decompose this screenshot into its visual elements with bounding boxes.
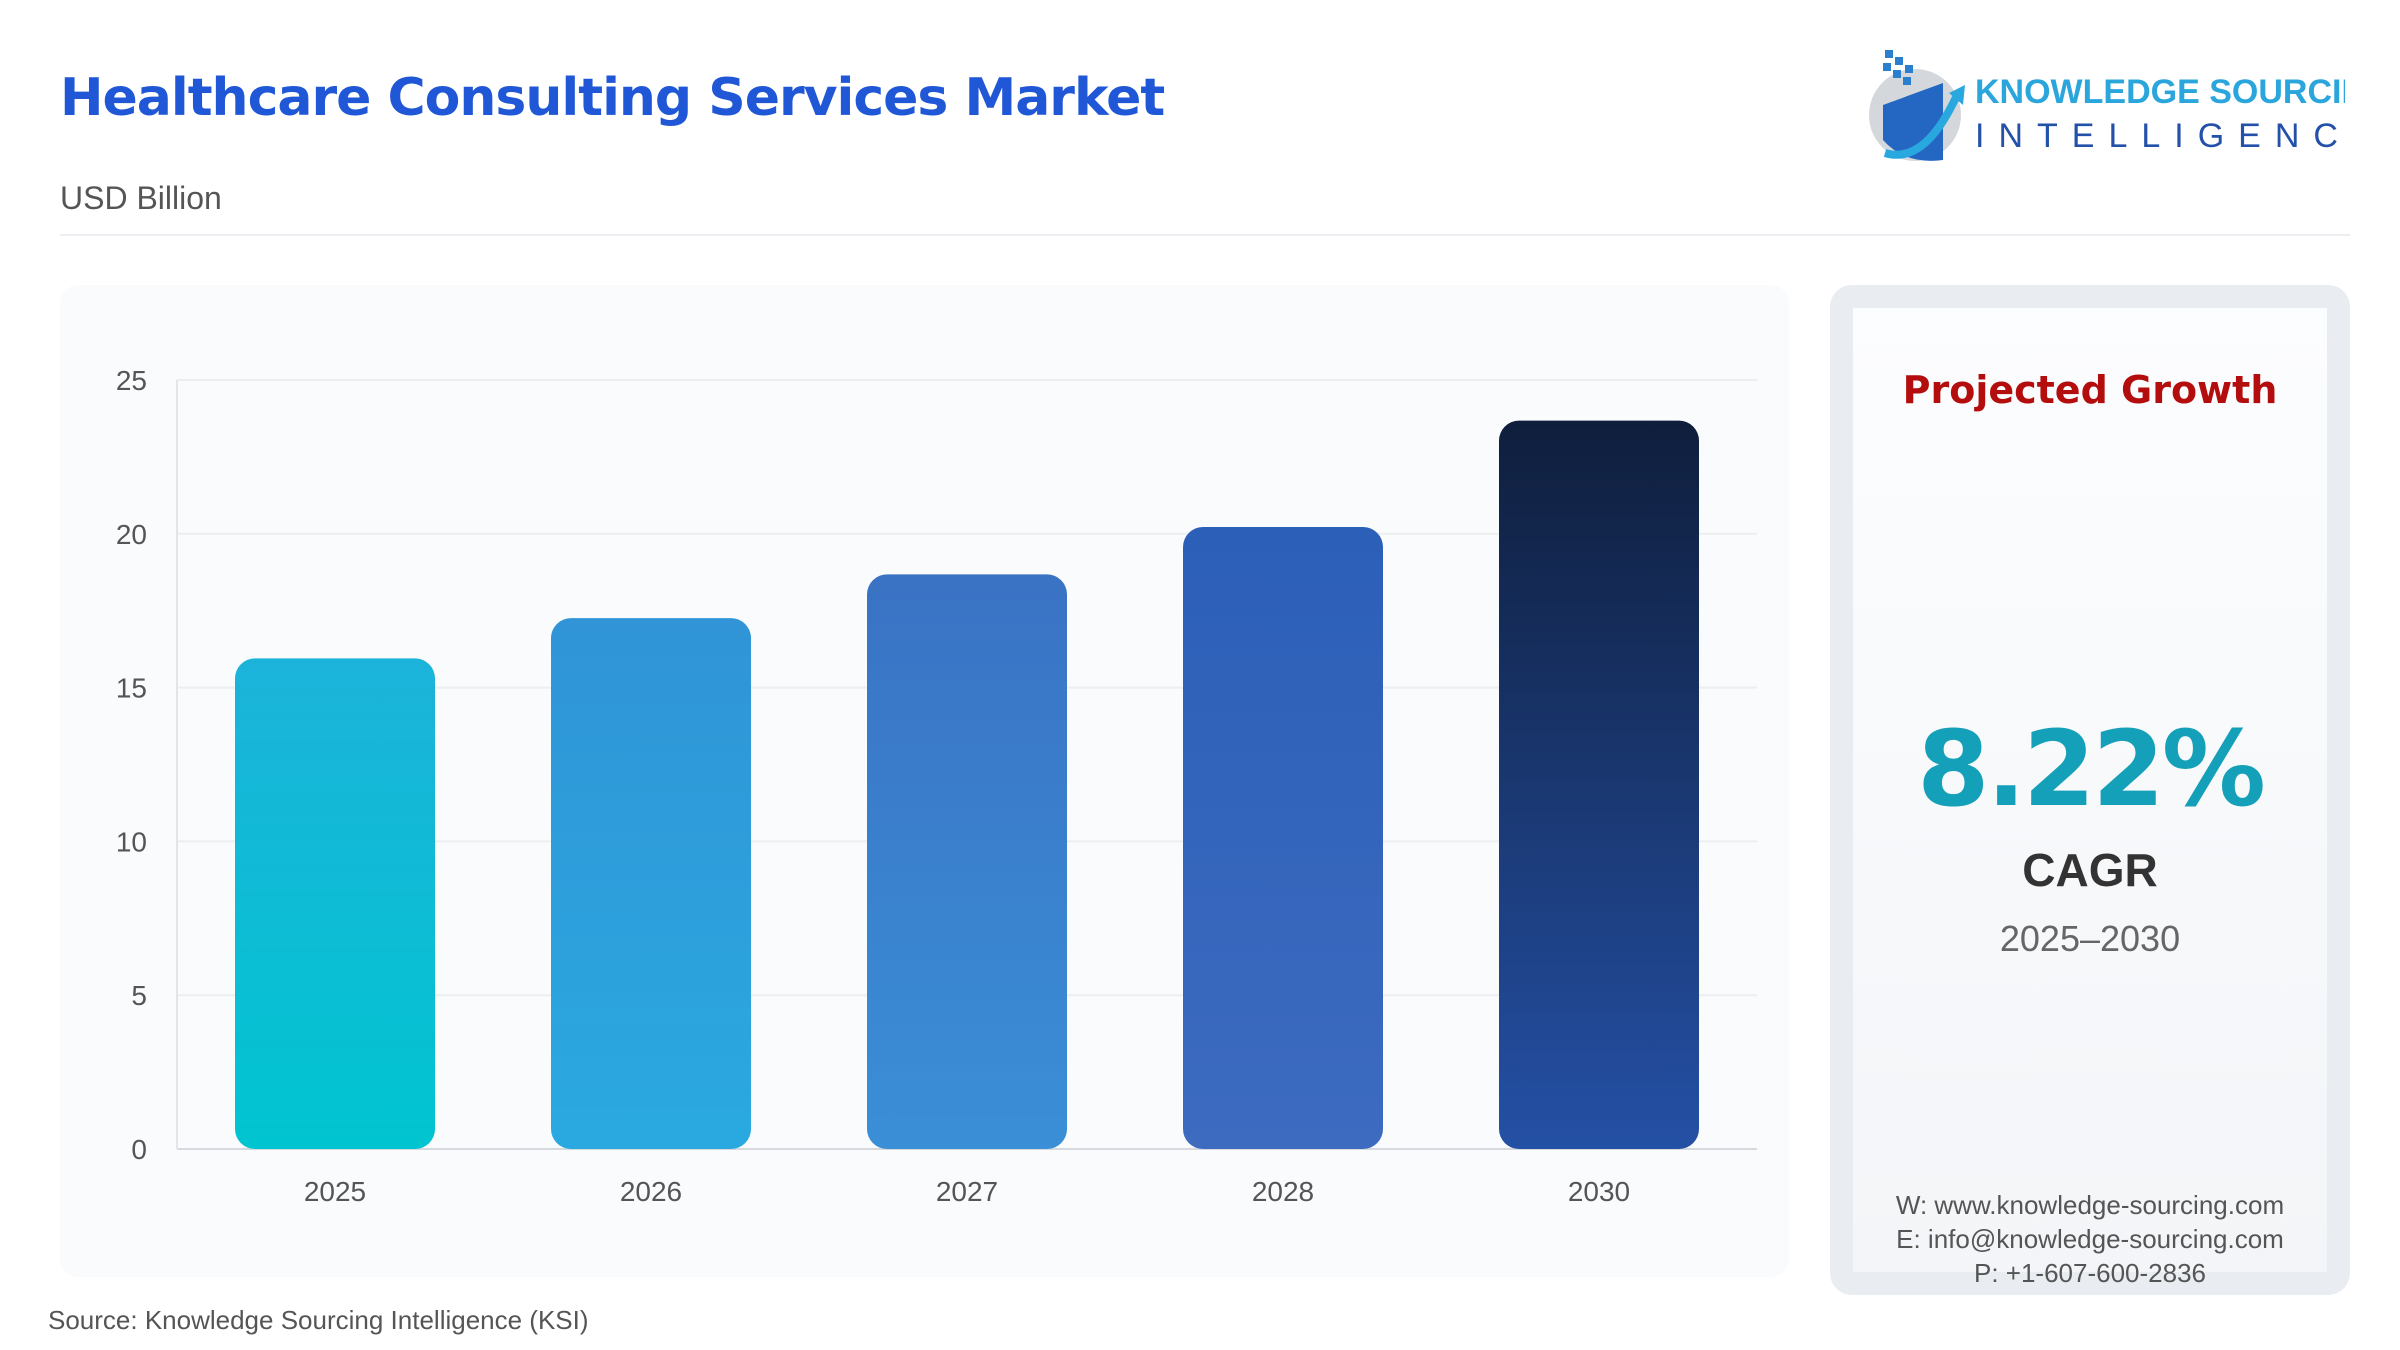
- source-note: Source: Knowledge Sourcing Intelligence …: [48, 1305, 589, 1335]
- y-tick-label: 10: [116, 826, 147, 857]
- chart-card: 0 5 10 15 20 25 2025 2026 2027 2028 2030: [60, 285, 1789, 1277]
- x-tick-label: 2028: [1252, 1176, 1314, 1207]
- y-tick-label: 15: [116, 673, 147, 704]
- logo-line1: KNOWLEDGE SOURCING: [1975, 73, 2345, 111]
- page-title: Healthcare Consulting Services Market: [60, 68, 1165, 128]
- unit-label: USD Billion: [60, 180, 222, 216]
- y-tick-label: 25: [116, 365, 147, 396]
- cagr-label: CAGR: [2022, 844, 2158, 896]
- y-tick-label: 0: [131, 1134, 147, 1165]
- cagr-value: 8.22%: [1917, 708, 2266, 830]
- y-tick-label: 20: [116, 519, 147, 550]
- bar-2027: [867, 574, 1067, 1149]
- cagr-period: 2025–2030: [1999, 918, 2181, 959]
- bar-2025: [235, 658, 435, 1149]
- x-tick-label: 2027: [936, 1176, 998, 1207]
- logo-line2: INTELLIGENCE: [1975, 117, 2345, 155]
- y-tick-label: 5: [131, 980, 147, 1011]
- contact-website: W: www.knowledge-sourcing.com: [1895, 1190, 2285, 1220]
- contact-phone: P: +1-607-600-2836: [1973, 1258, 2206, 1288]
- panel-heading: Projected Growth: [1902, 368, 2278, 412]
- bar-2026: [551, 618, 751, 1149]
- x-tick-label: 2026: [620, 1176, 682, 1207]
- bar-2030: [1499, 420, 1699, 1149]
- x-tick-label: 2030: [1568, 1176, 1630, 1207]
- bar-2028: [1183, 527, 1383, 1149]
- growth-panel: Projected Growth 8.22% CAGR 2025–2030 W:…: [1830, 285, 2350, 1295]
- divider: [60, 234, 2350, 236]
- ksi-logo: KNOWLEDGE SOURCING INTELLIGENCE: [1869, 50, 2345, 161]
- contact-email: E: info@knowledge-sourcing.com: [1896, 1224, 2284, 1254]
- x-tick-label: 2025: [304, 1176, 366, 1207]
